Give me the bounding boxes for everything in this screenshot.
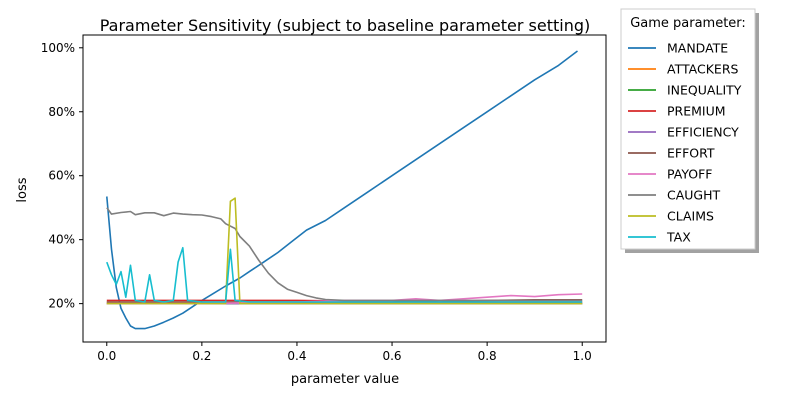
x-tick-label: 0.8 <box>478 349 497 363</box>
legend-label-effort: EFFORT <box>667 146 715 161</box>
x-tick-label: 1.0 <box>573 349 592 363</box>
x-tick-label: 0.6 <box>382 349 401 363</box>
legend-label-premium: PREMIUM <box>667 104 726 119</box>
x-tick-label: 0.4 <box>287 349 306 363</box>
series-line-mandate <box>106 50 578 330</box>
y-tick-label: 100% <box>41 41 75 55</box>
y-tick-label: 20% <box>48 297 75 311</box>
y-axis: 20% 40% 60% 80% 100% <box>41 41 83 311</box>
chart-title: Parameter Sensitivity (subject to baseli… <box>100 16 591 35</box>
legend-label-tax: TAX <box>666 230 691 245</box>
y-axis-label: loss <box>15 177 30 202</box>
legend-label-claims: CLAIMS <box>667 209 714 224</box>
axes-frame <box>82 34 607 343</box>
x-tick-label: 0.0 <box>97 349 116 363</box>
y-tick-label: 40% <box>48 233 75 247</box>
legend-label-caught: CAUGHT <box>667 188 721 203</box>
series-layer <box>106 50 583 330</box>
y-tick-label: 60% <box>48 169 75 183</box>
plot-area: 0.0 0.2 0.4 0.6 0.8 1.0 20% 40% 60% 80% 100% <box>41 34 607 363</box>
legend-label-attackers: ATTACKERS <box>667 62 739 77</box>
series-line-tax <box>106 246 583 303</box>
legend-items: MANDATE ATTACKERS INEQUALITY PREMIUM EFFICIE… <box>628 41 742 245</box>
legend: Game parameter: MANDATE ATTACKERS INEQUALI… <box>620 8 759 253</box>
legend-label-efficiency: EFFICIENCY <box>667 125 739 140</box>
x-axis-label: parameter value <box>291 372 399 387</box>
x-axis: 0.0 0.2 0.4 0.6 0.8 1.0 <box>97 342 592 363</box>
series-line-claims <box>106 197 583 305</box>
legend-label-mandate: MANDATE <box>667 41 728 56</box>
legend-title: Game parameter: <box>630 16 746 31</box>
series-line-caught <box>106 207 583 302</box>
legend-label-inequality: INEQUALITY <box>667 83 742 98</box>
x-tick-label: 0.2 <box>192 349 211 363</box>
legend-box <box>620 8 756 250</box>
legend-label-payoff: PAYOFF <box>667 167 713 182</box>
y-tick-label: 80% <box>48 105 75 119</box>
